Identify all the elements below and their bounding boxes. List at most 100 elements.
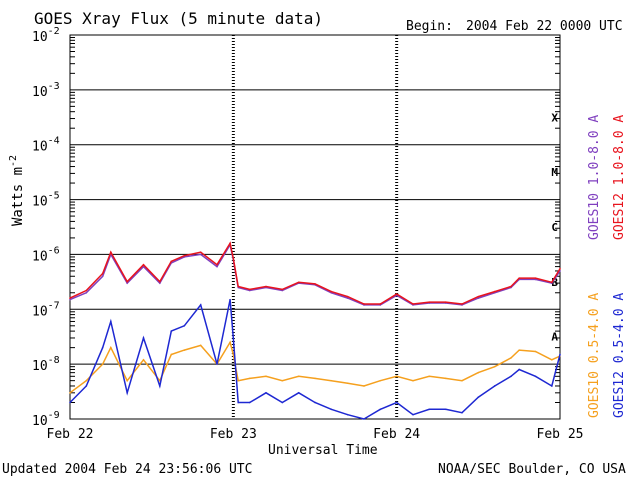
data-point bbox=[330, 290, 333, 293]
data-point bbox=[314, 401, 316, 404]
data-point bbox=[379, 379, 382, 382]
footer-updated-text: Updated 2004 Feb 24 23:56:06 UTC bbox=[2, 462, 252, 477]
data-point bbox=[159, 282, 161, 284]
data-point bbox=[428, 301, 431, 303]
data-point bbox=[518, 277, 520, 279]
data-point bbox=[534, 277, 537, 279]
y-tick-label: 10-9 bbox=[32, 410, 60, 429]
data-point bbox=[229, 341, 231, 344]
data-point bbox=[237, 401, 240, 404]
data-point bbox=[110, 320, 112, 323]
data-point bbox=[518, 368, 520, 371]
data-point bbox=[170, 353, 173, 356]
y-tick-label: 10-8 bbox=[32, 355, 60, 374]
flare-class-labels: X M C B A bbox=[551, 111, 558, 343]
data-point bbox=[493, 385, 496, 387]
data-point bbox=[85, 291, 88, 294]
data-point bbox=[199, 304, 202, 306]
chart-title: GOES Xray Flux (5 minute data) bbox=[34, 9, 323, 28]
series-layer bbox=[69, 241, 561, 420]
data-point bbox=[248, 377, 251, 380]
data-point bbox=[395, 375, 398, 378]
data-point bbox=[232, 337, 235, 339]
data-point bbox=[363, 303, 365, 305]
data-point bbox=[85, 379, 88, 382]
data-point bbox=[199, 344, 202, 347]
data-point bbox=[69, 392, 71, 394]
data-point bbox=[183, 324, 186, 327]
data-point bbox=[142, 358, 145, 361]
data-point bbox=[142, 337, 145, 339]
series-line bbox=[69, 241, 561, 305]
data-point bbox=[170, 330, 173, 332]
data-point bbox=[110, 251, 112, 253]
data-point bbox=[534, 375, 537, 378]
data-point bbox=[101, 363, 104, 365]
data-point bbox=[444, 301, 447, 303]
y-axis-label: Watts m-2 bbox=[8, 155, 26, 226]
legend-entry: GOES10 1.0-8.0 A bbox=[587, 115, 602, 240]
grid-layer bbox=[69, 34, 561, 420]
data-point bbox=[183, 349, 186, 351]
y-tick-label: 10-2 bbox=[32, 26, 60, 45]
data-point bbox=[216, 263, 218, 266]
y-tick-label: 10-3 bbox=[32, 81, 60, 100]
data-point bbox=[110, 346, 112, 349]
flare-class-label: C bbox=[551, 221, 558, 234]
data-point bbox=[265, 392, 267, 394]
data-point bbox=[379, 408, 382, 411]
data-point bbox=[265, 375, 267, 378]
data-point bbox=[159, 280, 161, 283]
data-point bbox=[330, 408, 333, 411]
data-point bbox=[510, 285, 512, 288]
data-point bbox=[199, 251, 202, 253]
data-point bbox=[346, 297, 349, 299]
flare-class-label: M bbox=[551, 166, 558, 179]
x-tick-label: Feb 25 bbox=[537, 427, 584, 442]
begin-value: 2004 Feb 22 0000 UTC bbox=[466, 19, 623, 34]
data-point bbox=[69, 298, 71, 301]
legend-entry: GOES10 0.5-4.0 A bbox=[587, 293, 602, 418]
data-point bbox=[126, 280, 128, 283]
data-point bbox=[412, 413, 414, 416]
data-point bbox=[363, 418, 365, 420]
data-point bbox=[170, 260, 173, 263]
data-point bbox=[142, 263, 145, 266]
data-point bbox=[444, 408, 447, 411]
data-point bbox=[461, 303, 463, 305]
data-point bbox=[281, 288, 284, 291]
data-point bbox=[314, 377, 316, 380]
data-point bbox=[510, 357, 512, 359]
data-point bbox=[363, 385, 365, 387]
data-point bbox=[493, 290, 496, 293]
data-point bbox=[126, 379, 128, 382]
data-point bbox=[265, 285, 267, 288]
flare-class-label: B bbox=[551, 276, 558, 289]
data-point bbox=[412, 379, 414, 382]
data-point bbox=[330, 379, 333, 382]
data-point bbox=[297, 281, 300, 284]
data-point bbox=[428, 375, 431, 378]
data-point bbox=[395, 401, 398, 404]
legend-entry: GOES12 0.5-4.0 A bbox=[612, 293, 627, 418]
data-point bbox=[229, 242, 231, 245]
x-tick-label: Feb 23 bbox=[210, 427, 257, 442]
data-point bbox=[85, 289, 88, 292]
y-tick-label: 10-7 bbox=[32, 300, 60, 319]
y-tick-label: 10-6 bbox=[32, 245, 60, 264]
x-tick-label: Feb 24 bbox=[373, 427, 420, 442]
series-line bbox=[69, 340, 561, 394]
data-point bbox=[551, 385, 553, 387]
data-point bbox=[412, 303, 414, 305]
flare-class-label: X bbox=[551, 111, 558, 124]
data-point bbox=[428, 408, 431, 411]
y-tick-labels: 10-2 10-3 10-4 10-5 10-6 10-7 10-8 10-9 bbox=[32, 26, 60, 429]
series-line bbox=[69, 242, 561, 306]
data-point bbox=[216, 363, 218, 365]
data-point bbox=[379, 303, 382, 305]
data-point bbox=[559, 353, 561, 356]
data-point bbox=[346, 413, 349, 416]
data-point bbox=[69, 297, 71, 299]
data-point bbox=[237, 285, 240, 288]
